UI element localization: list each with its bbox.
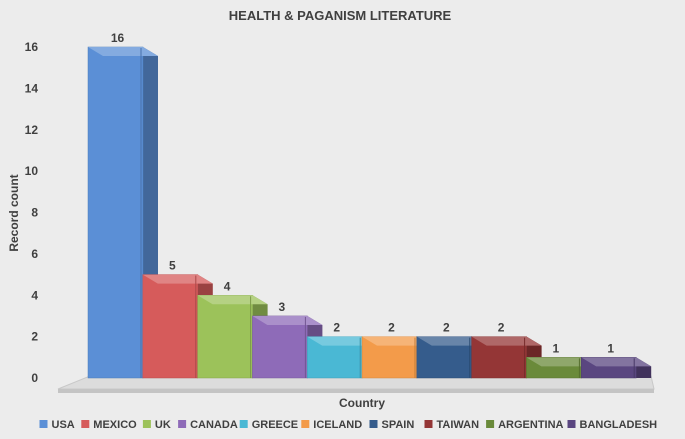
legend-swatch [239,420,248,428]
legend-swatch [486,420,495,428]
legend-swatch [142,420,151,428]
bar-front [87,46,144,379]
data-label: 1 [553,341,560,355]
floor-front [58,389,654,393]
legend-swatch [567,420,576,428]
bars [87,46,652,379]
legend-item: ARGENTINA [486,419,564,431]
legend-item: TAIWAN [424,419,480,431]
legend-label: TAIWAN [437,419,480,431]
data-label: 2 [388,321,395,335]
legend-item: GREECE [239,419,298,431]
y-axis-ticks: 0 2 4 6 8 10 12 14 16 [25,40,39,385]
legend-swatch [301,420,310,428]
legend-swatch [39,420,48,428]
legend-label: USA [52,419,75,431]
chart-title: HEALTH & PAGANISM LITERATURE [229,8,452,23]
data-label: 2 [498,321,505,335]
data-label: 2 [333,321,340,335]
y-tick-label: 16 [25,40,39,54]
data-labels: 16 5 4 3 2 2 2 2 1 1 [111,31,615,355]
bar-front [142,274,199,379]
y-tick-label: 4 [31,288,38,302]
data-label: 5 [169,259,176,273]
legend-item: SPAIN [369,419,415,431]
legend-label: GREECE [252,419,298,431]
legend-swatch [369,420,378,428]
y-tick-label: 0 [31,371,38,385]
legend-item: ICELAND [301,419,362,431]
y-tick-label: 6 [31,247,38,261]
legend-label: MEXICO [93,419,137,431]
data-label: 4 [224,279,231,293]
legend-label: CANADA [190,419,238,431]
legend-swatch [81,420,90,428]
bar [580,357,652,379]
y-tick-label: 10 [25,164,39,178]
bar-front [197,295,253,379]
legend: USA MEXICO UK CANADA GREECE ICELAND SPAIN TAIWA… [39,419,658,431]
data-label: 1 [607,341,614,355]
legend-item: USA [39,419,75,431]
y-tick-label: 14 [25,81,39,95]
x-axis-title: Country [339,396,385,410]
data-label: 2 [443,321,450,335]
legend-label: SPAIN [382,419,415,431]
legend-label: ICELAND [313,419,362,431]
y-tick-label: 2 [31,330,38,344]
y-axis-title: Record count [7,174,21,251]
legend-label: BANGLADESH [580,419,658,431]
chart-floor [57,375,655,393]
legend-item: BANGLADESH [567,419,658,431]
bar-front [252,315,308,379]
legend-label: ARGENTINA [498,419,563,431]
y-tick-label: 12 [25,123,39,137]
legend-item: MEXICO [81,419,137,431]
legend-swatch [178,420,187,428]
legend-swatch [424,420,433,428]
legend-item: UK [142,419,171,431]
legend-label: UK [155,419,171,431]
y-tick-label: 8 [31,206,38,220]
data-label: 16 [111,31,125,45]
data-label: 3 [279,300,286,314]
legend-item: CANADA [178,419,238,431]
